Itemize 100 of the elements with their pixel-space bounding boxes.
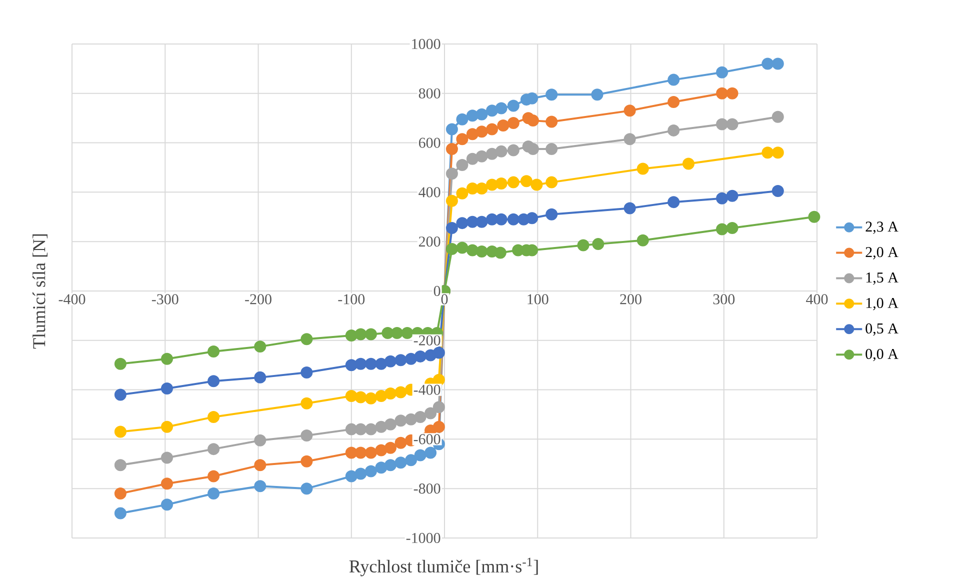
point bbox=[404, 352, 417, 365]
y-tick-label: 400 bbox=[418, 187, 440, 198]
point bbox=[364, 358, 377, 370]
point bbox=[345, 359, 358, 372]
point bbox=[476, 216, 488, 228]
point bbox=[254, 434, 266, 446]
point bbox=[364, 392, 377, 404]
point bbox=[486, 148, 498, 160]
point bbox=[716, 66, 728, 78]
point bbox=[772, 146, 784, 159]
point bbox=[668, 124, 680, 136]
legend-label: 0,5 A bbox=[866, 323, 898, 336]
point bbox=[384, 459, 396, 472]
point bbox=[624, 104, 636, 117]
point bbox=[345, 446, 358, 459]
point bbox=[114, 459, 126, 472]
point bbox=[364, 328, 377, 340]
point bbox=[526, 142, 539, 155]
point bbox=[401, 326, 414, 339]
point bbox=[716, 192, 728, 204]
point bbox=[466, 128, 478, 140]
point bbox=[160, 420, 173, 433]
point bbox=[254, 459, 266, 472]
point bbox=[446, 242, 458, 255]
point bbox=[394, 386, 407, 398]
point bbox=[300, 455, 313, 468]
point bbox=[682, 158, 694, 170]
point bbox=[208, 488, 220, 500]
point bbox=[507, 213, 520, 226]
point bbox=[486, 213, 498, 226]
point bbox=[354, 423, 367, 436]
point bbox=[300, 429, 313, 442]
point bbox=[486, 178, 498, 191]
point bbox=[530, 178, 543, 191]
point bbox=[762, 58, 774, 70]
y-tick-label: 0 bbox=[434, 286, 440, 296]
point bbox=[114, 488, 126, 500]
point bbox=[456, 113, 468, 126]
point bbox=[354, 391, 367, 404]
point bbox=[300, 397, 313, 410]
point bbox=[546, 176, 558, 188]
point bbox=[414, 350, 426, 362]
y-tick-label: -800 bbox=[414, 484, 440, 494]
point bbox=[345, 423, 358, 436]
point bbox=[160, 352, 173, 365]
y-tick-label: 800 bbox=[418, 88, 440, 98]
point bbox=[762, 146, 774, 159]
x-axis-title: Rychlost tlumiče [mm·s$^{-1}$] bbox=[349, 558, 538, 576]
point bbox=[384, 442, 396, 454]
point bbox=[456, 187, 468, 200]
point bbox=[345, 390, 358, 402]
point bbox=[636, 234, 649, 246]
point bbox=[466, 182, 478, 194]
point bbox=[364, 446, 377, 459]
point bbox=[375, 390, 388, 402]
point bbox=[354, 358, 367, 370]
point bbox=[466, 244, 478, 256]
point bbox=[254, 340, 266, 353]
point bbox=[114, 507, 126, 520]
point bbox=[591, 88, 604, 101]
point bbox=[375, 420, 388, 433]
point bbox=[160, 382, 173, 395]
point bbox=[384, 418, 396, 430]
y-tick-label: -1000 bbox=[406, 532, 440, 544]
point bbox=[546, 116, 558, 128]
point bbox=[526, 212, 538, 224]
point bbox=[375, 444, 388, 456]
point bbox=[808, 210, 820, 223]
point bbox=[446, 168, 458, 180]
point bbox=[394, 354, 407, 366]
legend-label: 1,0 A bbox=[866, 298, 898, 310]
point bbox=[494, 246, 506, 259]
point bbox=[208, 470, 220, 482]
x-tick-label: -300 bbox=[152, 294, 178, 304]
point bbox=[208, 375, 220, 388]
point bbox=[382, 326, 394, 339]
point bbox=[495, 102, 508, 114]
point bbox=[526, 114, 539, 127]
point bbox=[394, 456, 407, 469]
point bbox=[726, 222, 738, 234]
point bbox=[384, 355, 396, 368]
point bbox=[208, 346, 220, 358]
point bbox=[456, 133, 468, 146]
legend-label: 2,0 A bbox=[866, 247, 898, 260]
x-tick-label: 100 bbox=[528, 294, 548, 304]
point bbox=[486, 123, 498, 136]
legend-label: 1,5 A bbox=[866, 272, 898, 285]
y-tick-label: 200 bbox=[418, 236, 440, 247]
point bbox=[424, 446, 437, 459]
point bbox=[446, 123, 458, 136]
point bbox=[384, 387, 396, 400]
point bbox=[394, 414, 407, 427]
point bbox=[414, 449, 426, 462]
point bbox=[507, 100, 520, 112]
x-tick-label: -200 bbox=[245, 294, 272, 304]
point bbox=[495, 213, 508, 226]
point bbox=[466, 110, 478, 122]
legend-label: 0,0 A bbox=[866, 348, 898, 362]
point bbox=[300, 333, 313, 346]
point bbox=[486, 104, 498, 117]
